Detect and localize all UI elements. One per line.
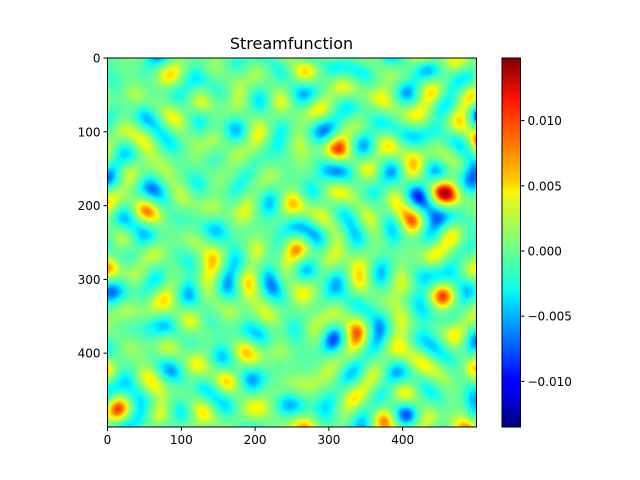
x-axis: 0 100 200 300 400 [104,427,414,447]
plot-frame [107,57,477,428]
colorbar [501,57,521,428]
x-tick-label: 200 [244,433,267,447]
colorbar-tick-label: 0.010 [528,114,562,128]
heatmap-area [107,58,477,427]
x-tick-label: 400 [391,433,414,447]
y-tick-label: 0 [93,52,101,66]
heatmap-image [107,58,477,427]
y-axis: 0 100 200 300 400 [78,52,108,361]
x-tick-label: 0 [104,433,112,447]
colorbar-tick-label: −0.005 [528,310,572,324]
colorbar-tick-label: −0.010 [528,375,572,389]
colorbar-axis: −0.010 −0.005 0.000 0.005 0.010 [520,114,572,389]
y-tick-label: 200 [78,199,101,213]
colorbar-tick-label: 0.005 [528,179,562,193]
y-tick-label: 100 [78,125,101,139]
y-tick-label: 400 [78,347,101,361]
colorbar-tick-label: 0.000 [528,244,562,258]
x-tick-label: 300 [317,433,340,447]
chart-title: Streamfunction [230,34,353,53]
x-tick-label: 100 [170,433,193,447]
y-tick-label: 300 [78,273,101,287]
